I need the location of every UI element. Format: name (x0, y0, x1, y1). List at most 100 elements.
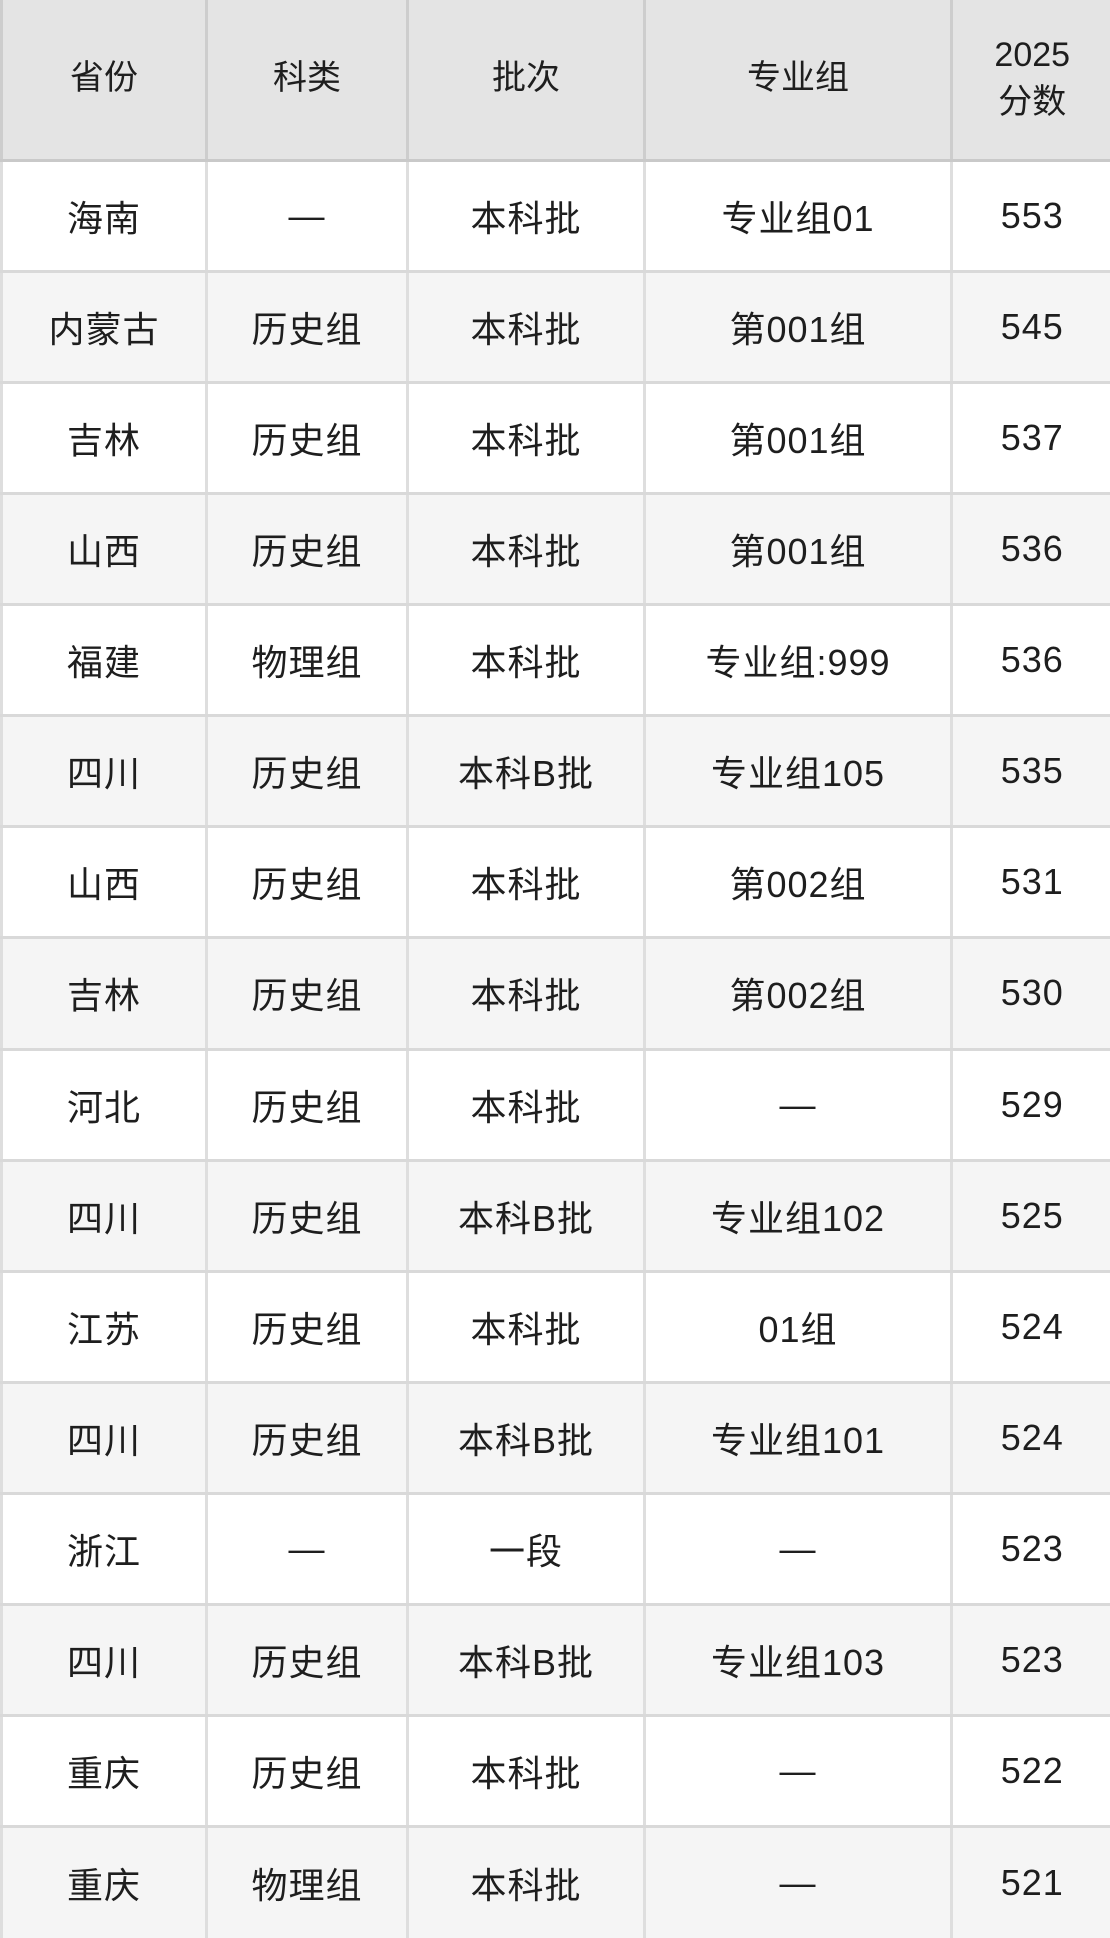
cell-score_2025: 522 (951, 1715, 1110, 1829)
cell-category: 历史组 (206, 1049, 409, 1162)
cell-batch: 本科批 (407, 493, 646, 607)
cell-category: 历史组 (206, 1382, 409, 1496)
table-row: 吉林 历史组 本科批 第001组 537 (0, 382, 1110, 495)
cell-score_2025: 536 (951, 604, 1110, 718)
cell-batch: 本科B批 (407, 1160, 646, 1273)
cell-batch: 本科批 (407, 271, 646, 384)
cell-group: 专业组103 (644, 1604, 953, 1718)
cell-batch: 本科批 (407, 160, 646, 273)
cell-batch: 本科B批 (407, 715, 646, 829)
cell-score_2025: 523 (951, 1604, 1110, 1718)
cell-category: 历史组 (206, 271, 409, 384)
cell-group: — (644, 1049, 953, 1162)
cell-category: 历史组 (206, 493, 409, 607)
cell-province: 四川 (0, 1160, 208, 1273)
cell-group: 专业组102 (644, 1160, 953, 1273)
table-row: 四川 历史组 本科B批 专业组103 523 (0, 1604, 1110, 1718)
cell-group: 专业组105 (644, 715, 953, 829)
cell-group: 01组 (644, 1271, 953, 1384)
cell-batch: 本科批 (407, 937, 646, 1051)
cell-score_2025: 536 (951, 493, 1110, 607)
cell-group: — (644, 1826, 953, 1938)
column-header-score_2025: 2025 分数 (951, 0, 1110, 162)
cell-score_2025: 553 (951, 160, 1110, 273)
table-row: 山西 历史组 本科批 第001组 536 (0, 493, 1110, 607)
table-row: 福建 物理组 本科批 专业组:999 536 (0, 604, 1110, 718)
cell-group: 第001组 (644, 271, 953, 384)
column-header-province: 省份 (0, 0, 208, 162)
header-row: 省份 科类 批次 专业组 2025 分数 (0, 0, 1110, 162)
cell-province: 重庆 (0, 1826, 208, 1938)
cell-score_2025: 529 (951, 1049, 1110, 1162)
cell-category: 历史组 (206, 826, 409, 940)
cell-category: 历史组 (206, 937, 409, 1051)
cell-province: 山西 (0, 493, 208, 607)
table-row: 山西 历史组 本科批 第002组 531 (0, 826, 1110, 940)
cell-category: — (206, 160, 409, 273)
table-row: 四川 历史组 本科B批 专业组102 525 (0, 1160, 1110, 1273)
cell-group: — (644, 1493, 953, 1607)
cell-batch: 本科批 (407, 1826, 646, 1938)
cell-batch: 一段 (407, 1493, 646, 1607)
table-body: 海南 — 本科批 专业组01 553 内蒙古 历史组 本科批 第001组 545 吉林 历史组 本科批第… (0, 160, 1110, 1938)
cell-group: — (644, 1715, 953, 1829)
table-row: 河北 历史组 本科批 —529 (0, 1049, 1110, 1162)
cell-batch: 本科批 (407, 1049, 646, 1162)
table-row: 内蒙古 历史组 本科批 第001组 545 (0, 271, 1110, 384)
cell-group: 专业组101 (644, 1382, 953, 1496)
cell-province: 山西 (0, 826, 208, 940)
cell-score_2025: 531 (951, 826, 1110, 940)
cell-score_2025: 545 (951, 271, 1110, 384)
cell-batch: 本科批 (407, 826, 646, 940)
table-row: 四川 历史组 本科B批 专业组105 535 (0, 715, 1110, 829)
table-row: 四川 历史组 本科B批 专业组101 524 (0, 1382, 1110, 1496)
cell-province: 四川 (0, 1382, 208, 1496)
cell-batch: 本科批 (407, 382, 646, 495)
cell-score_2025: 535 (951, 715, 1110, 829)
table-row: 重庆 历史组 本科批 —522 (0, 1715, 1110, 1829)
table-row: 吉林 历史组 本科批 第002组 530 (0, 937, 1110, 1051)
cell-province: 吉林 (0, 382, 208, 495)
cell-score_2025: 530 (951, 937, 1110, 1051)
cell-group: 专业组:999 (644, 604, 953, 718)
cell-province: 江苏 (0, 1271, 208, 1384)
cell-batch: 本科批 (407, 1715, 646, 1829)
cell-province: 吉林 (0, 937, 208, 1051)
cell-group: 第002组 (644, 826, 953, 940)
cell-province: 浙江 (0, 1493, 208, 1607)
cell-score_2025: 537 (951, 382, 1110, 495)
cell-category: 历史组 (206, 715, 409, 829)
cell-category: — (206, 1493, 409, 1607)
cell-category: 历史组 (206, 382, 409, 495)
cell-group: 专业组01 (644, 160, 953, 273)
cell-category: 历史组 (206, 1715, 409, 1829)
cell-score_2025: 521 (951, 1826, 1110, 1938)
cell-batch: 本科B批 (407, 1604, 646, 1718)
column-header-group: 专业组 (644, 0, 953, 162)
cell-group: 第002组 (644, 937, 953, 1051)
cell-batch: 本科B批 (407, 1382, 646, 1496)
cell-category: 物理组 (206, 604, 409, 718)
cell-province: 福建 (0, 604, 208, 718)
cell-category: 历史组 (206, 1604, 409, 1718)
cell-score_2025: 524 (951, 1382, 1110, 1496)
cell-category: 历史组 (206, 1160, 409, 1273)
cell-province: 重庆 (0, 1715, 208, 1829)
cell-score_2025: 525 (951, 1160, 1110, 1273)
cell-province: 海南 (0, 160, 208, 273)
cell-province: 四川 (0, 1604, 208, 1718)
cell-province: 内蒙古 (0, 271, 208, 384)
cell-score_2025: 524 (951, 1271, 1110, 1384)
column-header-category: 科类 (206, 0, 409, 162)
cell-category: 物理组 (206, 1826, 409, 1938)
cell-category: 历史组 (206, 1271, 409, 1384)
cell-batch: 本科批 (407, 604, 646, 718)
cell-group: 第001组 (644, 382, 953, 495)
table-row: 江苏 历史组 本科批 01组 524 (0, 1271, 1110, 1384)
cell-group: 第001组 (644, 493, 953, 607)
table-row: 浙江 — 一段 —523 (0, 1493, 1110, 1607)
cell-batch: 本科批 (407, 1271, 646, 1384)
cell-score_2025: 523 (951, 1493, 1110, 1607)
table-row: 重庆 物理组 本科批 —521 (0, 1826, 1110, 1938)
